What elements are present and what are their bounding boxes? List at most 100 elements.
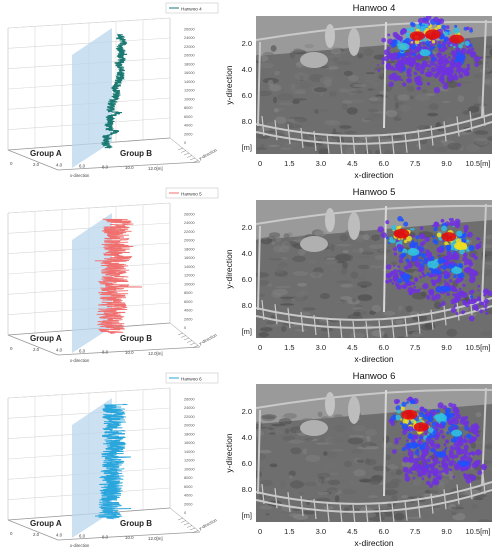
heat-cell — [432, 409, 436, 412]
heat-cell — [443, 443, 447, 447]
floor-texture — [368, 97, 380, 102]
floor-texture — [329, 472, 339, 476]
floor-texture — [393, 512, 405, 521]
grid-line — [7, 202, 171, 214]
heat-cell — [455, 220, 460, 225]
fence-post — [443, 121, 447, 142]
heat-cell — [411, 240, 415, 244]
floor-texture — [329, 449, 345, 452]
floor-texture — [330, 243, 335, 252]
heat-cell — [440, 79, 446, 85]
floor-texture — [293, 116, 307, 123]
heat-cell — [460, 467, 465, 472]
heat-cell — [430, 409, 437, 416]
heat-cell — [427, 68, 430, 71]
heat-cell — [444, 241, 449, 246]
cow-standing-2 — [325, 208, 335, 232]
fence-post — [352, 504, 356, 522]
floor-texture — [320, 66, 330, 69]
floor-texture — [316, 327, 322, 331]
floor-texture — [462, 110, 473, 115]
fence-post — [378, 136, 382, 154]
t-tick-label: 16000 — [184, 441, 195, 445]
floor-texture — [302, 133, 309, 140]
fence-left-rail — [257, 41, 261, 127]
heat-cell — [430, 448, 435, 453]
heat-cell — [420, 454, 426, 460]
heat-cell — [439, 74, 445, 80]
floor-texture — [345, 148, 357, 154]
heat-cell — [412, 476, 416, 480]
heat-cell — [419, 242, 425, 247]
heat-cell — [462, 256, 468, 262]
floor-texture — [357, 281, 372, 288]
pen-photo — [256, 16, 492, 154]
floor-texture — [273, 108, 279, 113]
heat-cell — [477, 296, 481, 300]
heat-cell — [429, 44, 433, 48]
heat-spot — [455, 54, 466, 61]
heat-layer — [388, 396, 487, 488]
floor-texture — [411, 292, 427, 300]
heat-cell — [393, 68, 396, 71]
heat-cell — [422, 45, 427, 51]
heat-cell — [385, 279, 390, 284]
heat-cell — [436, 232, 442, 238]
heat-cell — [442, 270, 449, 276]
heat-cell — [443, 28, 446, 31]
heat-cell — [436, 444, 441, 448]
group-a-label: Group A — [30, 519, 62, 528]
t-tick-label: 4000 — [184, 494, 192, 498]
heat-spot — [408, 441, 419, 449]
heat-cell — [421, 252, 427, 259]
fence-post — [287, 308, 291, 329]
floor-texture — [288, 439, 304, 444]
heat-cell — [477, 289, 480, 292]
x-tick-label: 3.0 — [316, 159, 326, 168]
floor-texture — [343, 254, 354, 262]
x-tick-label: 10.0 — [125, 535, 134, 540]
depth-tick — [189, 157, 196, 161]
heat-cell — [480, 451, 482, 454]
floor-texture — [450, 506, 464, 510]
heat-cell — [455, 68, 460, 73]
depth-axis-title: y-direction — [198, 517, 218, 531]
heat-cell — [446, 261, 449, 264]
heat-cell — [446, 431, 450, 435]
fence-bottom-rail-2 — [256, 121, 492, 145]
floor-texture — [271, 423, 286, 427]
heat-cell — [458, 440, 464, 447]
heat-cell — [404, 475, 411, 482]
heat-cell — [395, 414, 401, 421]
cow-lying — [300, 420, 328, 436]
floor-texture — [368, 477, 381, 485]
floor-texture — [362, 73, 378, 81]
fence-post — [339, 503, 343, 522]
heat-cell — [391, 58, 395, 62]
x-tick-label: 3.0 — [316, 343, 326, 352]
floor-texture — [400, 104, 410, 113]
heat-cell — [428, 464, 431, 467]
fence-bottom-rail-2 — [256, 489, 492, 513]
heat-cell — [477, 284, 481, 288]
heat-cell — [413, 457, 419, 464]
x-tick-label: 2.0 — [33, 162, 40, 167]
floor-texture — [323, 477, 328, 486]
heat-cell — [419, 434, 423, 437]
floor-texture — [331, 267, 338, 273]
t-tick-label: 24000 — [184, 406, 195, 410]
heat-cell — [419, 83, 422, 85]
floor-texture — [466, 144, 480, 153]
heat-cell — [385, 236, 389, 240]
floor-texture — [266, 321, 276, 325]
floor-texture — [258, 332, 269, 338]
heat-cell — [463, 239, 467, 243]
heat-cell — [439, 304, 442, 308]
floor-texture — [373, 83, 379, 88]
heat-cell — [453, 254, 460, 261]
floor-texture — [339, 234, 349, 242]
heat-cell — [438, 465, 441, 468]
floor-texture — [353, 469, 366, 477]
heat-cell — [406, 78, 410, 83]
floor-texture — [317, 472, 331, 479]
